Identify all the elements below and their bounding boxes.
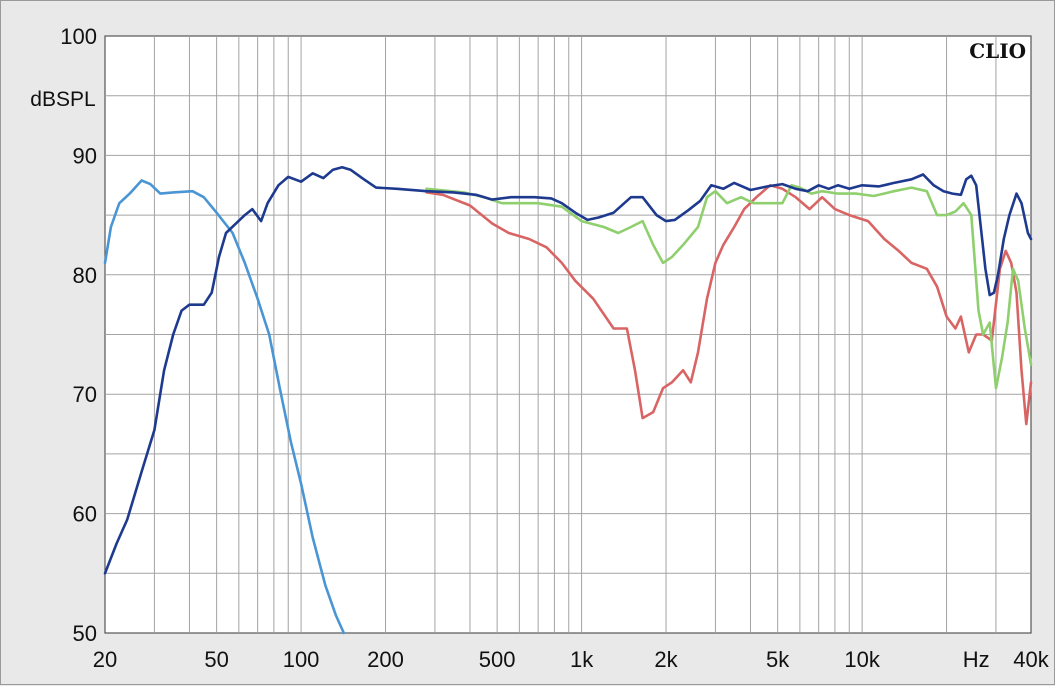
series-line-4: [103, 166, 1033, 575]
clio-brand-label: CLIO: [969, 39, 1026, 63]
x-tick-label: 100: [283, 647, 320, 672]
x-tick-label: 20: [93, 647, 117, 672]
grid: [105, 36, 1031, 633]
y-tick-label: 80: [73, 263, 97, 288]
x-tick-label: 50: [204, 647, 228, 672]
x-unit-label: Hz: [963, 647, 990, 672]
y-tick-label: 60: [73, 502, 97, 527]
x-tick-label: 1k: [570, 647, 594, 672]
x-tick-label: 500: [479, 647, 516, 672]
y-axis-label: dBSPL: [30, 88, 95, 111]
y-tick-label: 90: [73, 143, 97, 168]
x-tick-label: 40k: [1013, 647, 1049, 672]
x-tick-label: 10k: [844, 647, 880, 672]
series-layer: [103, 166, 1033, 635]
y-tick-label: 100: [60, 24, 97, 49]
y-tick-label: 50: [73, 621, 97, 646]
series-line-2: [425, 184, 1033, 390]
series-line-3: [103, 179, 346, 635]
y-tick-label: 70: [73, 382, 97, 407]
x-tick-label: 2k: [654, 647, 678, 672]
x-tick-label: 200: [367, 647, 404, 672]
x-tick-label: 5k: [766, 647, 790, 672]
